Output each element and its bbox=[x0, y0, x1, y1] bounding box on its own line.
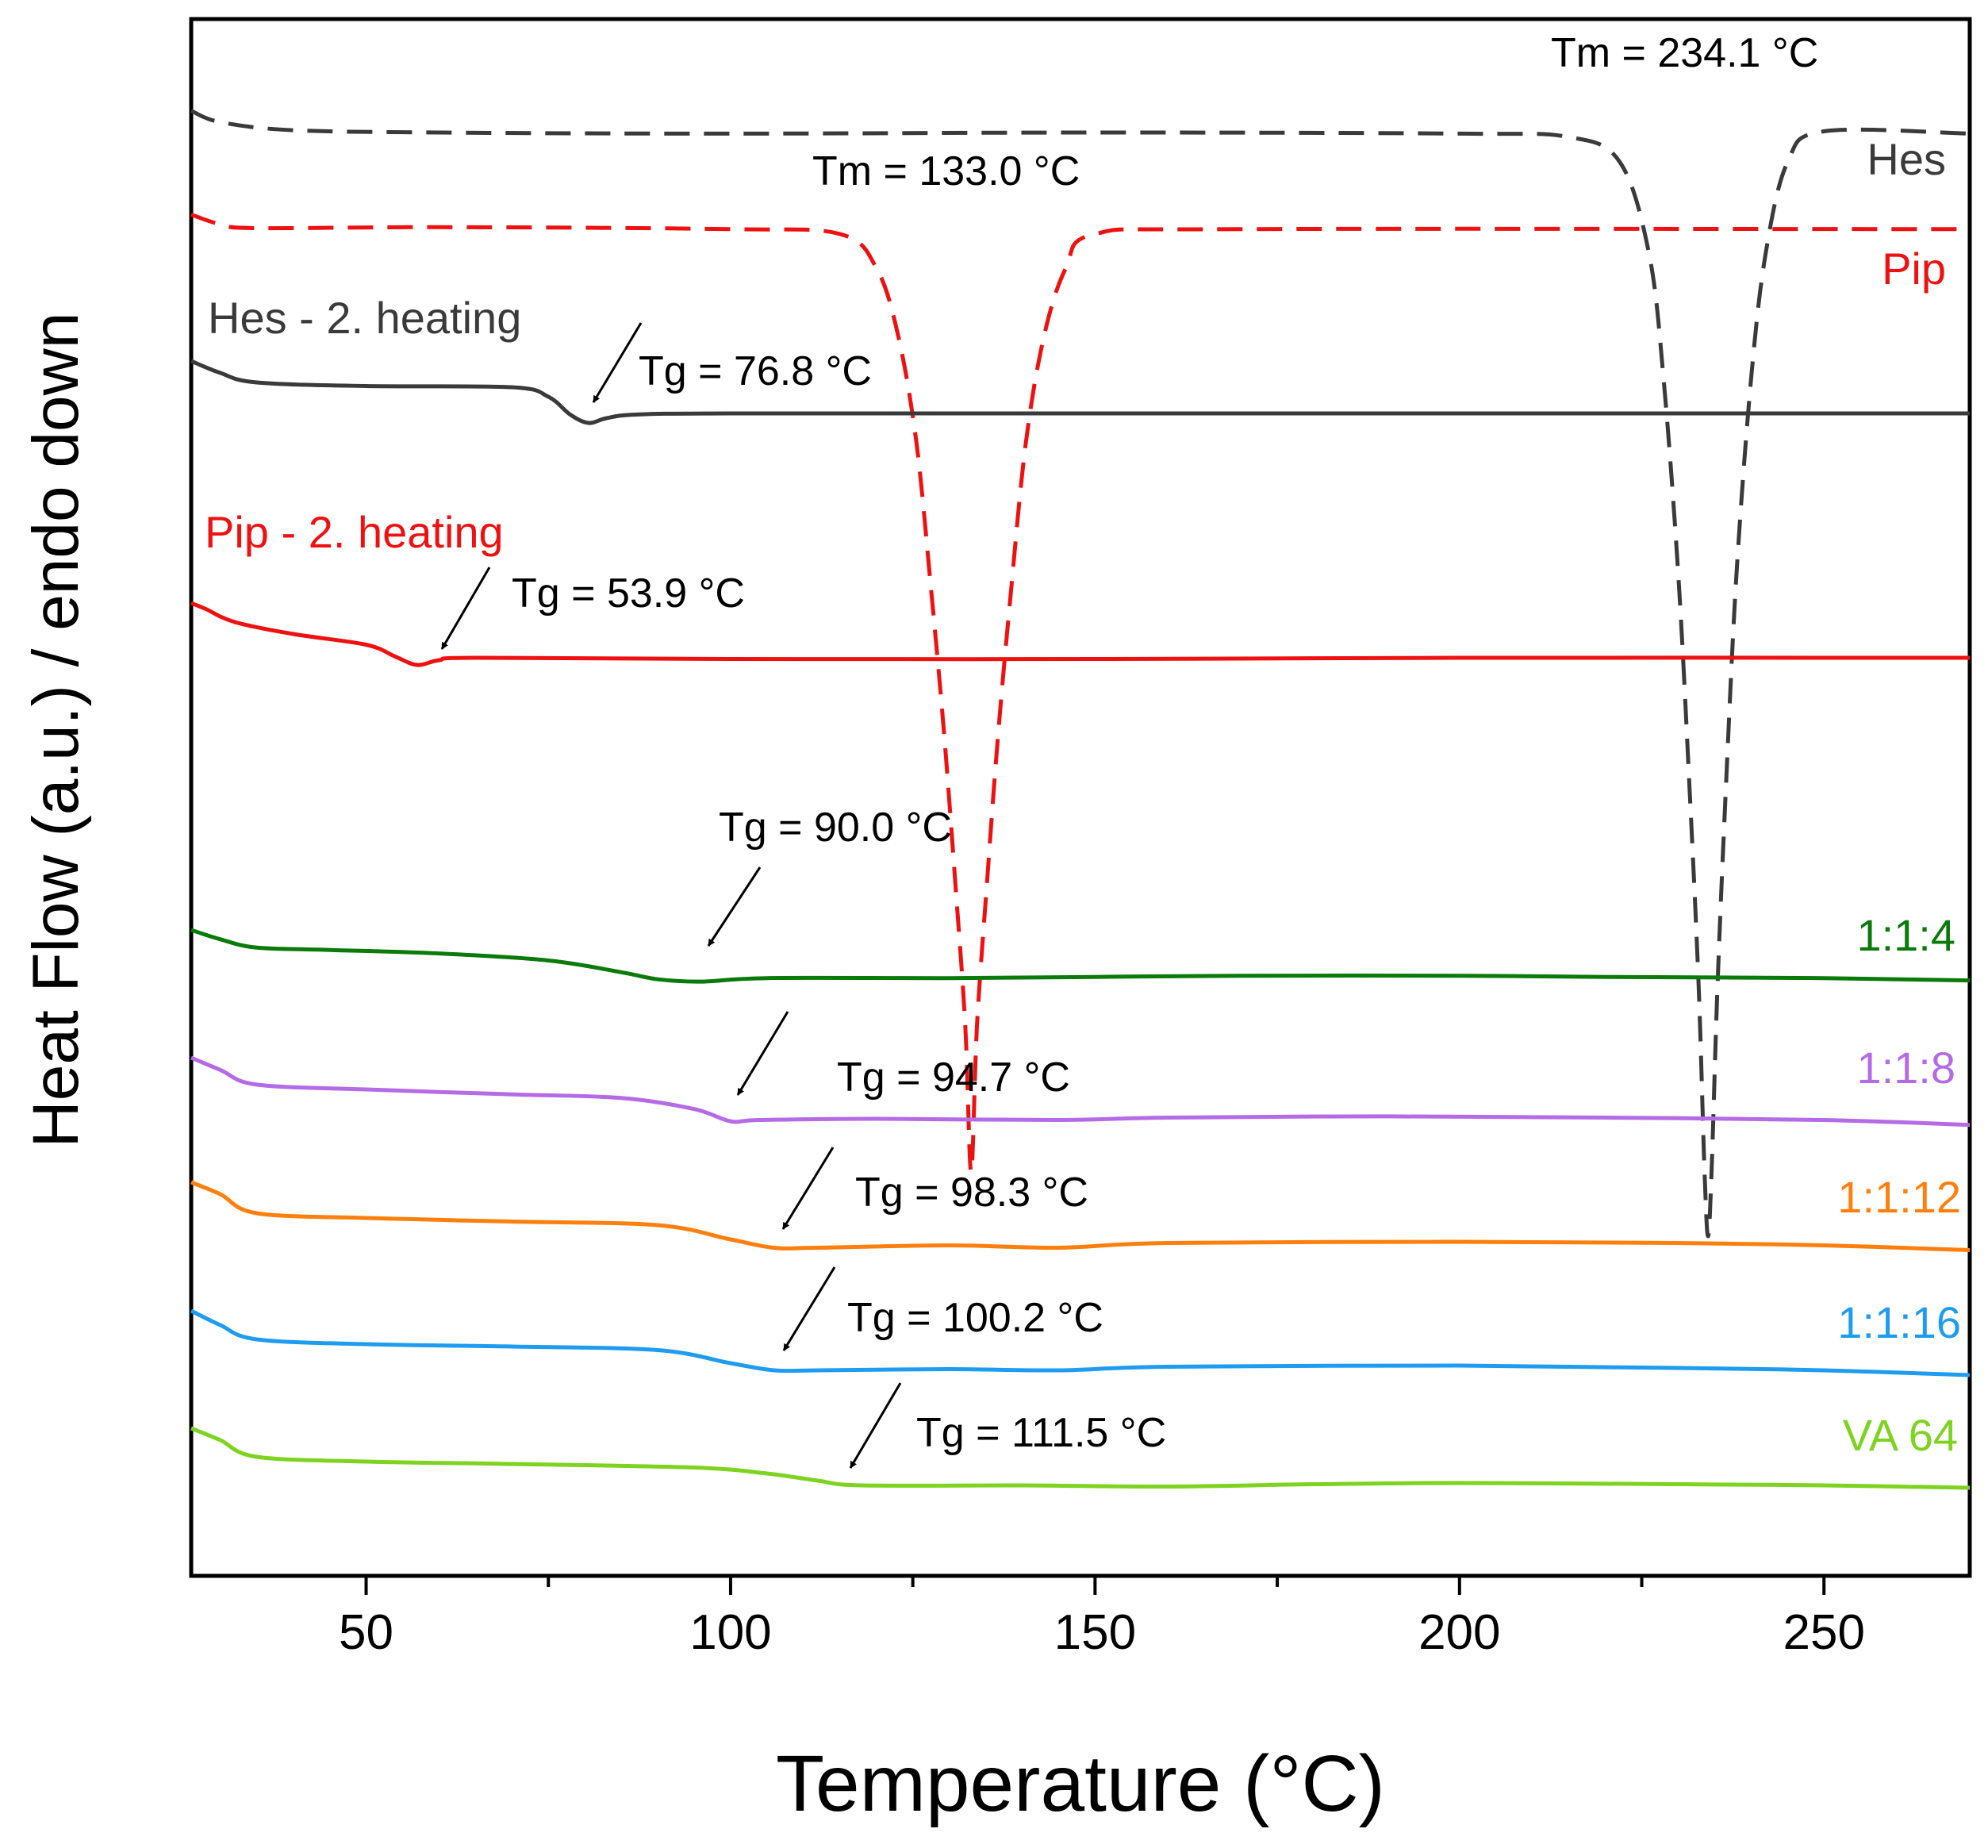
series-line-1-1-16 bbox=[190, 1308, 1971, 1377]
x-tick-label: 100 bbox=[689, 1605, 771, 1660]
annotation-tg-1-1-12: Tg = 98.3 °C bbox=[855, 1170, 1088, 1216]
y-axis-title: Heat Flow (a.u.) / endo down bbox=[20, 313, 92, 1148]
series-label-hes-2-heating: Hes - 2. heating bbox=[208, 293, 521, 343]
series-label-1-1-4: 1:1:4 bbox=[1856, 910, 1955, 960]
series-line-hes bbox=[190, 109, 1971, 1239]
series-label-1-1-16: 1:1:16 bbox=[1837, 1297, 1961, 1347]
series-label-pip: Pip bbox=[1882, 244, 1946, 294]
annotation-arrows bbox=[440, 322, 902, 1469]
x-tick-label: 250 bbox=[1783, 1605, 1865, 1660]
arrow-tg-1-1-8 bbox=[736, 1011, 789, 1096]
arrow-tg-1-1-16 bbox=[782, 1266, 836, 1351]
annotation-tm-hes: Tm = 234.1 °C bbox=[1551, 30, 1818, 76]
x-tick-label: 50 bbox=[339, 1605, 393, 1660]
series-line-hes-2-heating bbox=[190, 359, 1970, 425]
series-label-pip-2-heating: Pip - 2. heating bbox=[205, 507, 504, 557]
arrow-tg-1-1-12 bbox=[781, 1147, 835, 1230]
x-tick-label: 200 bbox=[1418, 1605, 1500, 1660]
series-line-1-1-8 bbox=[190, 1055, 1971, 1128]
arrow-tg-hes-2 bbox=[592, 322, 643, 403]
x-axis-title: Temperature (°C) bbox=[776, 1739, 1385, 1828]
curves bbox=[190, 109, 1971, 1490]
series-line-va-64 bbox=[190, 1426, 1971, 1490]
series-line-pip bbox=[190, 213, 1971, 1174]
series-line-1-1-4 bbox=[190, 928, 1971, 984]
arrow-tg-1-1-4 bbox=[707, 866, 762, 947]
annotation-tg-1-1-4: Tg = 90.0 °C bbox=[719, 805, 952, 851]
annotation-tm-pip: Tm = 133.0 °C bbox=[812, 148, 1080, 194]
arrow-tg-va-64 bbox=[849, 1382, 902, 1469]
x-tick-label: 150 bbox=[1054, 1605, 1136, 1660]
annotation-tg-va-64: Tg = 111.5 °C bbox=[916, 1410, 1166, 1456]
annotation-tg-1-1-16: Tg = 100.2 °C bbox=[847, 1295, 1103, 1341]
series-line-pip-2-heating bbox=[190, 601, 1971, 667]
x-axis-ticks: 50 100 150 200 250 bbox=[339, 1576, 1865, 1660]
series-label-hes: Hes bbox=[1867, 134, 1946, 184]
annotation-tg-pip-2: Tg = 53.9 °C bbox=[512, 571, 745, 617]
annotation-tg-1-1-8: Tg = 94.7 °C bbox=[837, 1055, 1070, 1101]
series-line-1-1-12 bbox=[190, 1180, 1971, 1252]
series-label-1-1-8: 1:1:8 bbox=[1856, 1043, 1955, 1093]
plot-frame bbox=[189, 17, 1972, 1578]
annotation-tg-hes-2: Tg = 76.8 °C bbox=[639, 348, 872, 394]
arrow-tg-pip-2 bbox=[440, 567, 491, 650]
series-label-1-1-12: 1:1:12 bbox=[1837, 1172, 1961, 1222]
series-label-va-64: VA 64 bbox=[1843, 1410, 1958, 1460]
